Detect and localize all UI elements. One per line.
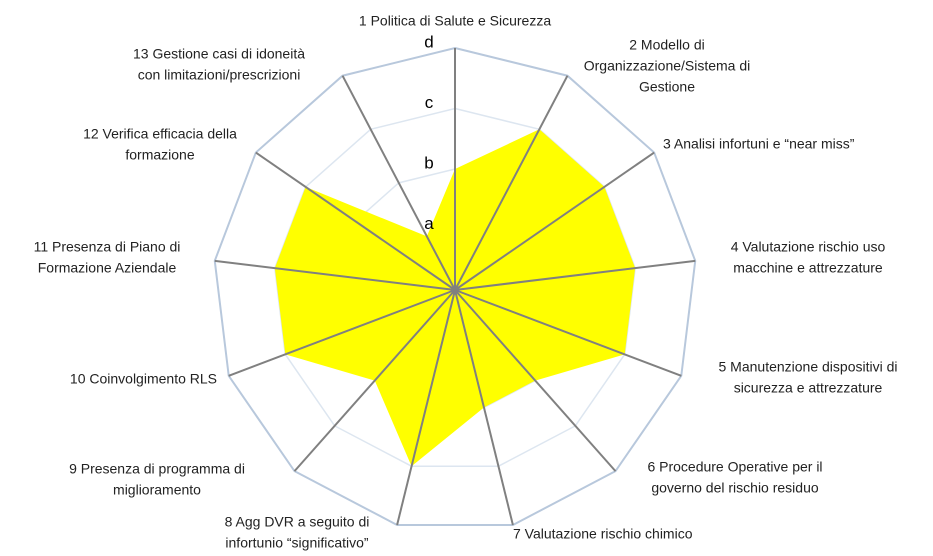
category-label: Organizzazione/Sistema di	[584, 58, 751, 74]
spoke	[293, 289, 456, 472]
category-label: infortunio “significativo”	[225, 535, 369, 551]
spoke	[454, 75, 569, 291]
category-label: 3 Analisi infortuni e “near miss”	[663, 136, 855, 152]
category-label: Formazione Aziendale	[38, 260, 177, 276]
spoke	[454, 259, 696, 291]
category-label: 10 Coinvolgimento RLS	[70, 371, 217, 387]
category-label: sicurezza e attrezzature	[734, 380, 883, 396]
category-label: macchine e attrezzature	[733, 260, 883, 276]
category-label: 6 Procedure Operative per il	[647, 459, 822, 475]
spoke	[341, 75, 456, 291]
spoke	[454, 289, 617, 472]
data-area	[274, 129, 636, 467]
spoke	[396, 289, 456, 526]
category-label: formazione	[125, 147, 194, 163]
category-label: 13 Gestione casi di idoneità	[133, 46, 305, 62]
category-label: 11 Presenza di Piano di	[34, 239, 181, 255]
spoke	[454, 289, 514, 526]
category-label: con limitazioni/prescrizioni	[138, 67, 301, 83]
grid-ring	[213, 46, 697, 526]
category-label: 12 Verifica efficacia della	[83, 126, 237, 142]
category-label: 5 Manutenzione dispositivi di	[719, 359, 898, 375]
spoke	[214, 259, 456, 291]
ring-label: c	[425, 93, 434, 112]
category-label: 7 Valutazione rischio chimico	[513, 526, 693, 542]
spoke	[255, 151, 456, 291]
spoke	[454, 151, 655, 291]
category-label: governo del rischio residuo	[651, 480, 819, 496]
category-label: 1 Politica di Salute e Sicurezza	[359, 13, 551, 29]
spoke	[228, 289, 456, 377]
category-label: 8 Agg DVR a seguito di	[225, 514, 370, 530]
ring-label: d	[424, 32, 433, 51]
ring-label: a	[424, 214, 434, 233]
category-label: 2 Modello di	[629, 37, 705, 53]
category-label: 4 Valutazione rischio uso	[731, 239, 886, 255]
ring-label: b	[424, 153, 433, 172]
category-label: Gestione	[639, 79, 695, 95]
category-label: 9 Presenza di programma di	[69, 461, 245, 477]
spoke	[454, 289, 682, 377]
category-label: miglioramento	[113, 482, 201, 498]
